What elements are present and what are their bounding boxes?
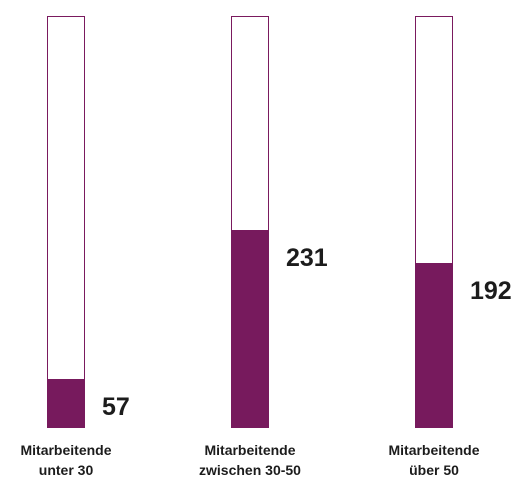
bar-track-1 bbox=[47, 16, 85, 428]
category-label-line: Mitarbeitende bbox=[20, 442, 112, 458]
category-label-line: unter 30 bbox=[38, 462, 94, 478]
category-label-line: Mitarbeitende bbox=[204, 442, 296, 458]
category-label-3: Mitarbeitende über 50 bbox=[359, 440, 509, 480]
category-label-line: Mitarbeitende bbox=[388, 442, 480, 458]
data-label-3: 192 bbox=[470, 277, 512, 305]
bar-fill-3 bbox=[415, 263, 453, 428]
category-label-line: über 50 bbox=[409, 462, 459, 478]
data-label-1: 57 bbox=[102, 393, 130, 421]
data-label-2: 231 bbox=[286, 244, 328, 272]
category-label-1: Mitarbeitende unter 30 bbox=[0, 440, 141, 480]
bar-fill-2 bbox=[231, 230, 269, 428]
bar-fill-1 bbox=[47, 379, 85, 428]
category-label-2: Mitarbeitende zwischen 30-50 bbox=[175, 440, 325, 480]
category-label-line: zwischen 30-50 bbox=[199, 462, 301, 478]
